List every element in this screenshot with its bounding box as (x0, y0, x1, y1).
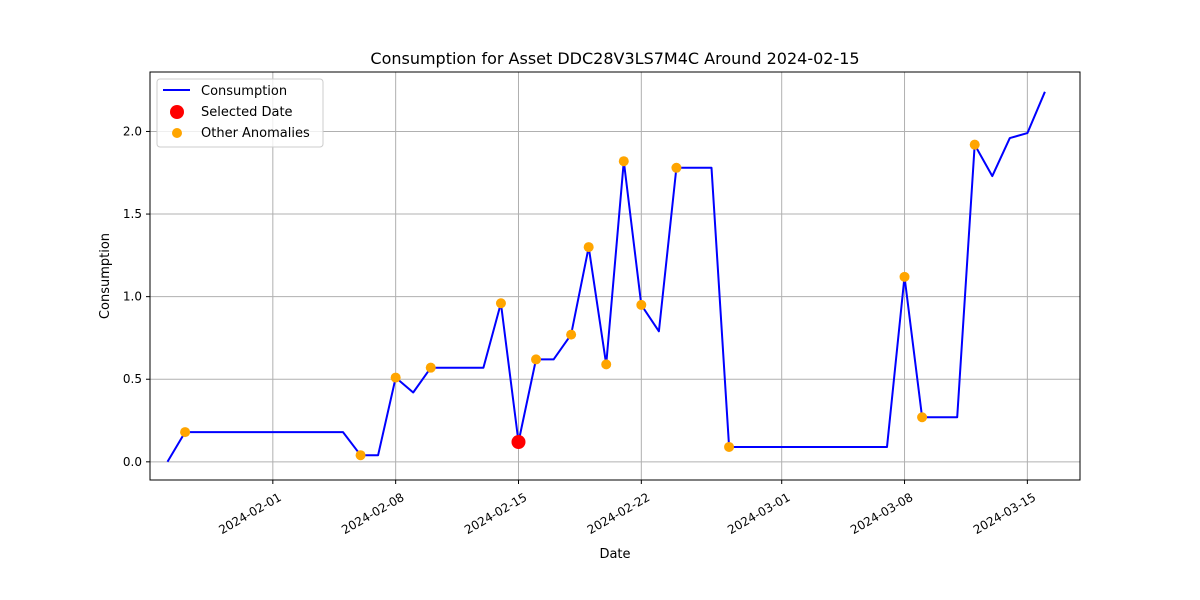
anomaly-point (355, 450, 366, 461)
anomaly-point (495, 298, 506, 309)
legend-label-consumption: Consumption (201, 84, 287, 99)
anomaly-point (917, 412, 928, 423)
anomaly-point (583, 242, 594, 253)
chart-title: Consumption for Asset DDC28V3LS7M4C Arou… (370, 49, 859, 68)
legend-box (156, 78, 324, 148)
legend-anomaly-swatch (172, 128, 182, 138)
series-points (180, 139, 980, 461)
anomaly-point (636, 299, 647, 310)
anomaly-point (618, 156, 629, 167)
y-tick-label: 2.0 (123, 124, 142, 138)
legend-label-anomalies: Other Anomalies (201, 126, 310, 141)
anomaly-point (531, 354, 542, 365)
y-axis-title: Consumption (98, 233, 113, 319)
legend: Consumption Selected Date Other Anomalie… (156, 78, 324, 148)
x-axis-title: Date (599, 547, 630, 562)
anomaly-point (969, 139, 980, 150)
anomaly-point (180, 427, 191, 438)
anomaly-point (566, 329, 577, 340)
y-tick-label: 0.0 (123, 455, 142, 469)
legend-selected-swatch (170, 105, 184, 119)
anomaly-point (671, 162, 682, 173)
selected-date-point (511, 435, 526, 450)
anomaly-point (601, 359, 612, 370)
y-tick-label: 1.5 (123, 207, 142, 221)
y-tick-label: 0.5 (123, 372, 142, 386)
plot-frame (149, 71, 1081, 481)
grid (150, 72, 1080, 480)
anomaly-point (724, 441, 735, 452)
anomaly-point (425, 362, 436, 373)
anomaly-point (390, 372, 401, 383)
legend-label-selected: Selected Date (201, 105, 293, 120)
y-tick-label: 1.0 (123, 290, 142, 304)
anomaly-point (899, 271, 910, 282)
